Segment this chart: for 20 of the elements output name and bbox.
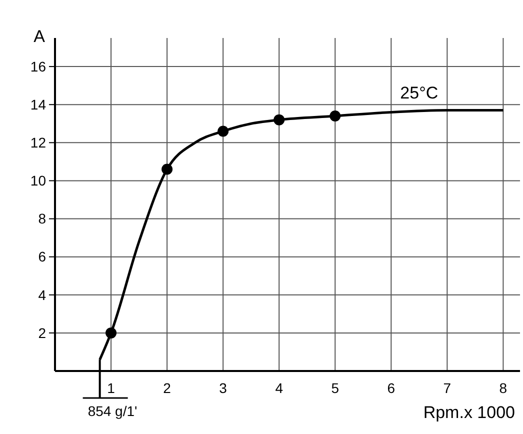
y-tick-label: 8 bbox=[38, 210, 46, 227]
x-tick-label: 8 bbox=[499, 380, 508, 396]
y-tick-label: 10 bbox=[30, 172, 46, 189]
x-tick-label: 3 bbox=[219, 380, 228, 396]
y-tick-label: 14 bbox=[30, 96, 46, 112]
y-tick-label: 16 bbox=[30, 58, 46, 74]
y-tick-label: 4 bbox=[38, 286, 46, 303]
annotation: 854 g/1' bbox=[88, 403, 138, 419]
x-axis-title: Rpm.x 1000 bbox=[423, 403, 515, 422]
y-tick-label: 12 bbox=[30, 134, 46, 151]
x-tick-label: 1 bbox=[107, 380, 116, 396]
x-tick-label: 2 bbox=[163, 380, 172, 396]
series-label: 25°C bbox=[400, 83, 438, 102]
x-tick-label: 7 bbox=[443, 380, 452, 396]
x-tick-label: 6 bbox=[387, 380, 396, 396]
y-tick-label: 2 bbox=[38, 324, 46, 341]
x-tick-label: 5 bbox=[331, 380, 340, 396]
y-axis-title: A bbox=[34, 27, 46, 46]
y-tick-label: 6 bbox=[38, 248, 46, 265]
x-tick-label: 4 bbox=[275, 380, 284, 396]
